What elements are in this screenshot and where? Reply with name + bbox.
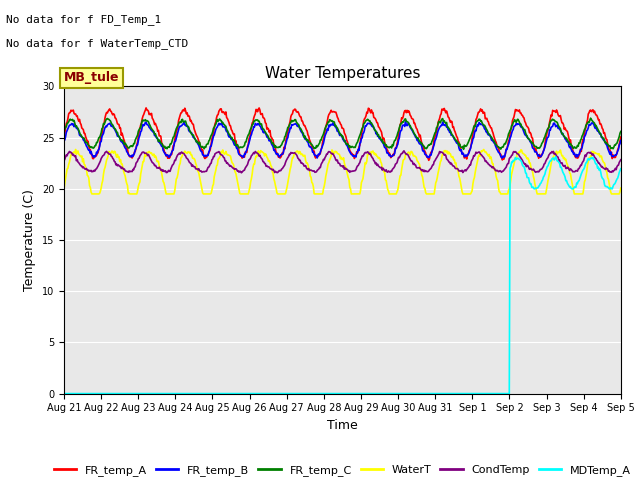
FR_temp_B <box>214 124 221 130</box>
FR_temp_A <box>425 157 433 163</box>
WaterT <box>70 149 78 155</box>
Text: No data for f WaterTemp_CTD: No data for f WaterTemp_CTD <box>6 38 189 49</box>
FR_temp_A <box>142 105 150 111</box>
MDTemp_A <box>410 391 418 396</box>
CondTemp <box>70 153 78 158</box>
FR_temp_A <box>60 133 68 139</box>
Line: WaterT: WaterT <box>64 149 621 194</box>
Legend: FR_temp_A, FR_temp_B, FR_temp_C, WaterT, CondTemp, MDTemp_A: FR_temp_A, FR_temp_B, FR_temp_C, WaterT,… <box>49 460 636 480</box>
FR_temp_C <box>617 129 625 134</box>
Title: Water Temperatures: Water Temperatures <box>265 66 420 81</box>
Text: No data for f FD_Temp_1: No data for f FD_Temp_1 <box>6 14 162 25</box>
FR_temp_B <box>402 119 410 124</box>
MDTemp_A <box>127 391 135 396</box>
FR_temp_A <box>411 120 419 126</box>
WaterT <box>88 191 96 197</box>
FR_temp_C <box>214 117 221 122</box>
CondTemp <box>214 149 221 155</box>
FR_temp_B <box>127 154 135 160</box>
CondTemp <box>184 156 192 162</box>
X-axis label: Time: Time <box>327 419 358 432</box>
Line: FR_temp_B: FR_temp_B <box>64 121 621 158</box>
Line: MDTemp_A: MDTemp_A <box>64 156 621 394</box>
FR_temp_B <box>60 138 68 144</box>
Y-axis label: Temperature (C): Temperature (C) <box>23 189 36 291</box>
MDTemp_A <box>426 391 434 396</box>
CondTemp <box>60 158 68 164</box>
WaterT <box>60 186 68 192</box>
FR_temp_C <box>70 118 78 123</box>
Text: MB_tule: MB_tule <box>64 72 120 84</box>
WaterT <box>72 146 79 152</box>
FR_temp_A <box>185 113 193 119</box>
FR_temp_B <box>499 155 506 161</box>
FR_temp_A <box>428 149 436 155</box>
Line: CondTemp: CondTemp <box>64 151 621 173</box>
WaterT <box>428 191 436 197</box>
MDTemp_A <box>70 391 78 396</box>
CondTemp <box>617 157 625 163</box>
FR_temp_A <box>617 134 625 140</box>
CondTemp <box>412 162 419 168</box>
FR_temp_A <box>214 112 222 118</box>
FR_temp_B <box>70 124 78 130</box>
MDTemp_A <box>552 154 559 159</box>
FR_temp_C <box>426 141 434 147</box>
WaterT <box>617 185 625 191</box>
FR_temp_B <box>411 132 419 138</box>
MDTemp_A <box>617 166 625 172</box>
FR_temp_C <box>460 146 467 152</box>
FR_temp_C <box>60 129 68 134</box>
WaterT <box>215 156 223 161</box>
FR_temp_C <box>184 124 192 130</box>
FR_temp_A <box>70 110 78 116</box>
Line: FR_temp_C: FR_temp_C <box>64 118 621 149</box>
CondTemp <box>127 168 135 174</box>
MDTemp_A <box>184 391 192 396</box>
MDTemp_A <box>60 391 68 396</box>
FR_temp_C <box>410 131 418 136</box>
FR_temp_C <box>587 115 595 121</box>
WaterT <box>186 150 193 156</box>
FR_temp_B <box>428 152 435 158</box>
FR_temp_C <box>127 143 135 149</box>
FR_temp_B <box>184 123 192 129</box>
WaterT <box>412 154 419 159</box>
CondTemp <box>237 170 245 176</box>
FR_temp_A <box>127 154 135 160</box>
Line: FR_temp_A: FR_temp_A <box>64 108 621 160</box>
MDTemp_A <box>214 391 221 396</box>
CondTemp <box>428 164 436 169</box>
FR_temp_B <box>617 138 625 144</box>
WaterT <box>129 191 137 197</box>
CondTemp <box>400 148 408 154</box>
